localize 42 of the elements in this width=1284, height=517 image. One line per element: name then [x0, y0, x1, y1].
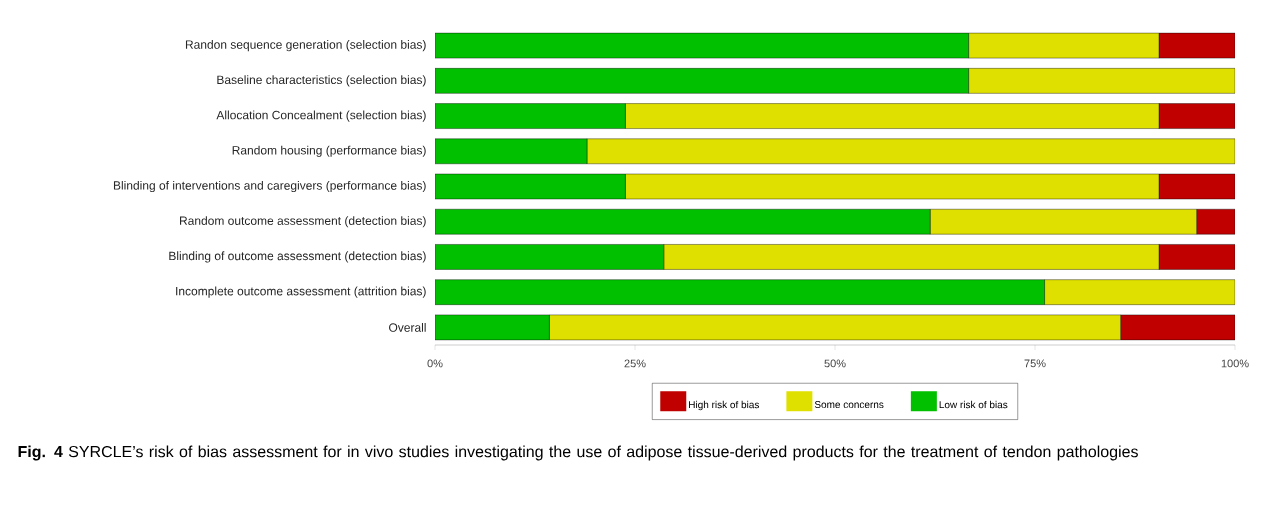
bar [1196, 209, 1236, 235]
bar [1120, 314, 1236, 341]
y-tick-label: Incomplete outcome assessment (attrition bias) [176, 286, 426, 298]
bar [968, 32, 1160, 59]
y-tick-label: Baseline characteristics (selection bias) [217, 75, 426, 87]
y-tick-label: Allocation Concealment (selection bias) [216, 110, 426, 122]
bar [663, 244, 1160, 270]
bar [1158, 244, 1236, 270]
bar [435, 138, 588, 164]
x-tick-label: 0% [427, 359, 443, 368]
bar [435, 279, 1045, 305]
bar [435, 209, 931, 235]
bar [1158, 173, 1236, 200]
y-tick-label: Randon sequence generation (selection bias) [185, 40, 426, 52]
x-tick-label: 50% [824, 359, 846, 368]
y-tick-label: Random housing (performance bias) [232, 145, 426, 157]
bar [625, 173, 1160, 200]
x-tick-label: 25% [624, 359, 646, 368]
bar [1158, 32, 1236, 59]
bar [435, 173, 626, 200]
legend-label: High risk of bias [689, 400, 760, 411]
x-tick-label: 100% [1221, 359, 1249, 368]
y-tick-label: Random outcome assessment (detection bias) [180, 216, 426, 228]
y-tick-label: Blinding of interventions and caregivers (performance bias) [113, 180, 426, 193]
bar [1158, 103, 1236, 129]
bar [435, 244, 664, 270]
legend-label: Some concerns [814, 401, 884, 409]
bar [1044, 279, 1236, 305]
text: Fig. 4 SYRCLE’s risk of bias assessment for in vivo studies investigating the use of adipose tissue-derived products for the treatment of tendon pathologies [18, 445, 1138, 461]
bar [625, 103, 1160, 129]
bar [586, 138, 1236, 164]
bar [930, 209, 1197, 235]
bar [435, 32, 969, 59]
legend-label: Low risk of bias [939, 400, 1008, 409]
y-tick-label: Overall [389, 322, 426, 332]
bar [968, 68, 1236, 94]
bar [549, 314, 1121, 341]
x-tick-label: 75% [1024, 359, 1046, 368]
y-tick-label: Blinding of outcome assessment (detection bias) [169, 251, 426, 263]
bar [435, 314, 550, 341]
bar [435, 68, 969, 94]
bar [435, 103, 626, 129]
